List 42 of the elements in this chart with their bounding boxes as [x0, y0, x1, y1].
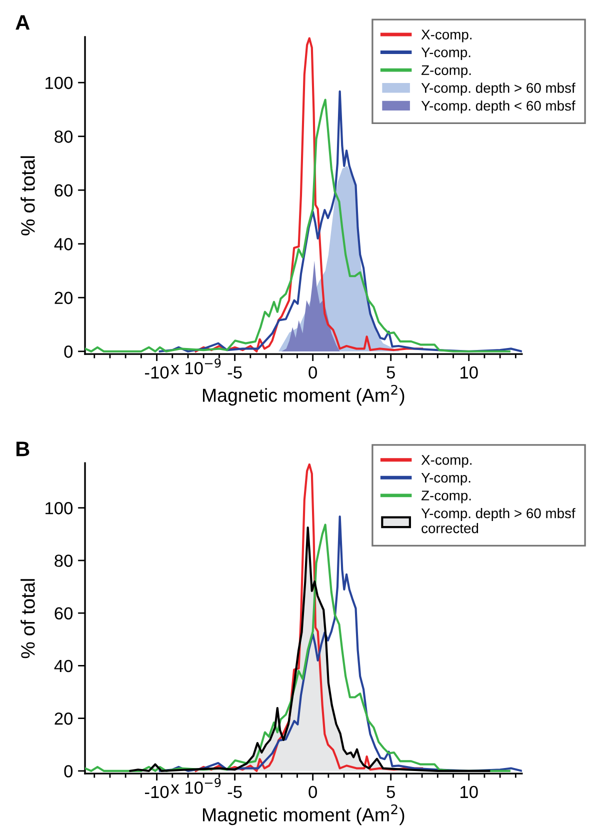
- line-series: [85, 524, 510, 772]
- x-tick-label: 0: [308, 786, 317, 798]
- x-tick-label: -10: [145, 366, 169, 379]
- legend-label: Z-comp.: [421, 65, 471, 78]
- legend-label: Y-comp.: [421, 472, 470, 486]
- text: x 10$^{−9}$: [170, 778, 221, 794]
- x-axis-title: Magnetic moment (Am$^{2}$): [202, 384, 404, 406]
- x-tick-label: 10: [460, 366, 478, 379]
- y-tick-label: 60: [54, 607, 73, 620]
- x-tick-label: 5: [386, 366, 395, 379]
- x-tick-label: -5: [228, 786, 242, 798]
- x-tick-label: -10: [145, 786, 169, 798]
- y-tick-label: 0: [64, 346, 73, 358]
- y-tick-label: 80: [54, 130, 73, 143]
- legend-label: Y-comp. depth > 60 mbsf corrected: [421, 508, 576, 534]
- y-tick-label: 0: [64, 765, 73, 778]
- x-axis-title: Magnetic moment (Am$^{2}$): [202, 804, 404, 826]
- legend-label: Y-comp. depth < 60 mbsf: [421, 100, 576, 114]
- x-tick-label: 5: [386, 786, 395, 798]
- y-tick-label: 40: [54, 660, 73, 672]
- legend-label: Y-comp.: [421, 48, 470, 60]
- y-tick-label: 20: [54, 292, 73, 304]
- legend-label: Z-comp.: [421, 490, 471, 504]
- y-tick-label: 40: [54, 238, 73, 250]
- line-series: [85, 98, 510, 352]
- x-tick-label: 0: [308, 366, 317, 379]
- text: x 10$^{−9}$: [170, 358, 221, 374]
- y-tick-label: 80: [54, 554, 73, 567]
- chart-title: B: [16, 442, 30, 456]
- line-series: [194, 37, 424, 352]
- y-tick-label: 100: [46, 502, 73, 514]
- y-tick-label: 100: [46, 76, 73, 90]
- x-tick-label: -5: [228, 366, 242, 379]
- y-axis-title: % of total: [20, 579, 35, 658]
- legend-label: X-comp.: [421, 30, 472, 42]
- legend-label: Y-comp. depth > 60 mbsf: [421, 82, 576, 96]
- legend-label: X-comp.: [421, 455, 472, 468]
- y-tick-label: 20: [54, 712, 73, 725]
- y-tick-label: 60: [54, 184, 73, 197]
- y-axis-title: % of total: [20, 156, 35, 236]
- x-tick-label: 10: [460, 786, 478, 798]
- chart-title: A: [16, 15, 30, 30]
